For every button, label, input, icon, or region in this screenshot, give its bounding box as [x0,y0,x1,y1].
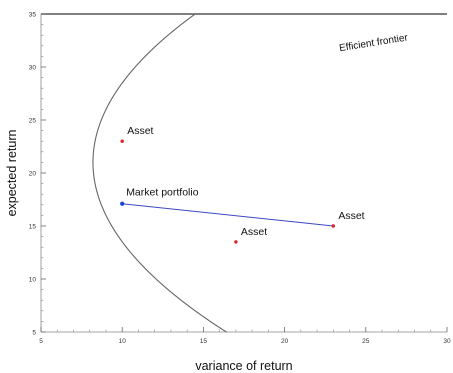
asset-label: Asset [127,125,153,137]
data-marks [120,139,336,244]
y-axis-title: expected return [5,130,19,217]
x-tick-label: 30 [443,338,451,345]
market-portfolio-label: Market portfolio [126,187,199,199]
y-tick-label: 10 [29,276,37,283]
x-tick-label: 15 [200,338,208,345]
y-tick-label: 25 [29,117,37,124]
market-to-asset-line [122,203,334,227]
x-tick-label: 10 [119,338,127,345]
y-tick-label: 30 [29,64,37,71]
x-tick-label: 20 [281,338,289,345]
asset-point [120,139,124,143]
axis-tick-labels: 5 10 15 20 25 30 5 10 15 20 25 30 35 [29,11,451,345]
y-tick-label: 15 [29,223,37,230]
asset-point [234,240,238,244]
y-tick-label: 20 [29,170,37,177]
x-axis-title: variance of return [195,359,292,373]
asset-point [331,224,336,228]
x-tick-label: 5 [39,338,43,345]
y-tick-label: 5 [32,329,36,336]
efficient-frontier-line [92,13,227,333]
x-tick-label: 25 [362,338,370,345]
asset-label: Asset [241,226,267,238]
y-tick-label: 35 [29,11,37,18]
market-portfolio-point [120,201,125,206]
asset-label: Asset [338,210,364,222]
frontier-curve-group [92,13,334,333]
axis-ticks [40,13,448,333]
